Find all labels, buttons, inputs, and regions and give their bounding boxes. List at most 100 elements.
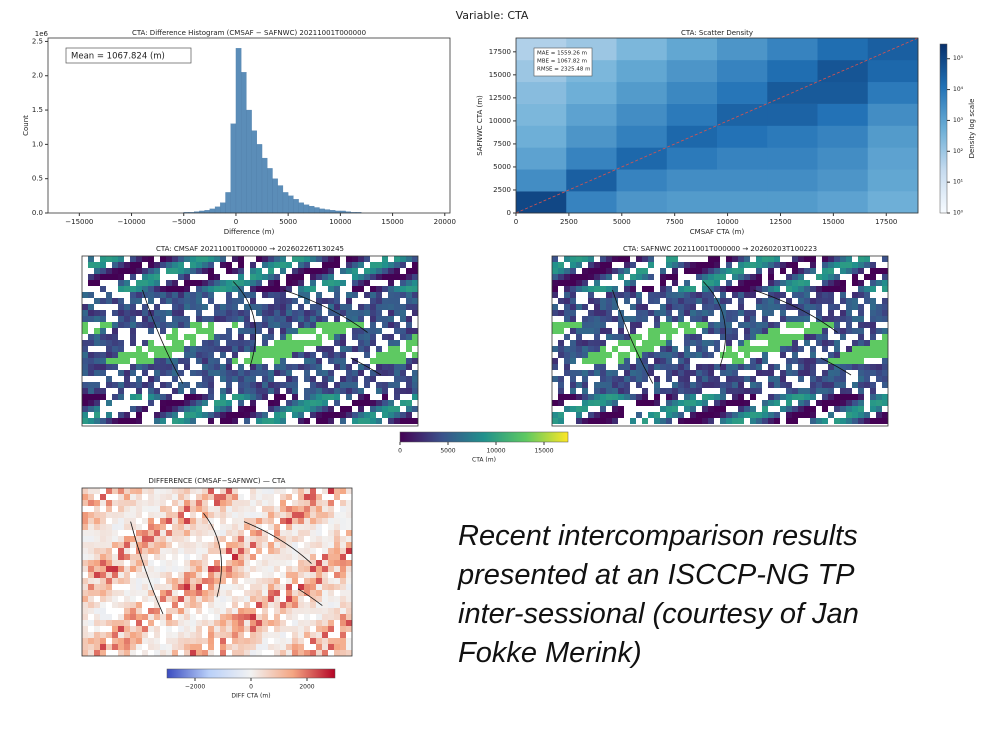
map-cell (394, 418, 400, 424)
map-cell (828, 400, 834, 406)
map-cell (834, 340, 840, 346)
bar (304, 205, 309, 213)
map-cell (82, 632, 88, 638)
map-cell (334, 530, 340, 536)
map-cell (660, 340, 666, 346)
map-cell (262, 382, 268, 388)
map-cell (328, 620, 334, 626)
map-cell (316, 524, 322, 530)
map-cell (364, 394, 370, 400)
map-cell (672, 304, 678, 310)
map-cell (82, 382, 88, 388)
map-cell (106, 500, 112, 506)
map-cell (148, 322, 154, 328)
map-cell (202, 394, 208, 400)
map-cell (124, 280, 130, 286)
map-cell (328, 554, 334, 560)
map-cell (406, 286, 412, 292)
map-cell (798, 316, 804, 322)
map-cell (184, 566, 190, 572)
map-cell (184, 346, 190, 352)
map-cell (708, 256, 714, 262)
map-cell (352, 310, 358, 316)
map-cell (262, 638, 268, 644)
map-cell (160, 364, 166, 370)
map-cell (304, 268, 310, 274)
map-cell (346, 394, 352, 400)
map-cell (220, 644, 226, 650)
map-cell (570, 406, 576, 412)
map-cell (178, 262, 184, 268)
map-cell (340, 412, 346, 418)
map-cell (118, 310, 124, 316)
map-cell (834, 400, 840, 406)
map-cell (828, 262, 834, 268)
map-cell (196, 316, 202, 322)
map-cell (858, 400, 864, 406)
map-cell (322, 298, 328, 304)
y-tick-label: 5000 (493, 163, 511, 171)
map-cell (774, 292, 780, 298)
map-cell (558, 340, 564, 346)
map-cell (262, 364, 268, 370)
map-cell (304, 530, 310, 536)
colorbar-label: CTA (m) (472, 457, 496, 464)
map-cell (388, 280, 394, 286)
map-cell (214, 412, 220, 418)
map-cell (624, 316, 630, 322)
map-cell (160, 512, 166, 518)
map-cell (112, 554, 118, 560)
map-cell (352, 286, 358, 292)
map-cell (286, 494, 292, 500)
map-cell (600, 370, 606, 376)
map-cell (322, 644, 328, 650)
map-cell (142, 638, 148, 644)
map-cell (154, 310, 160, 316)
map-cell (756, 364, 762, 370)
map-cell (328, 518, 334, 524)
map-cell (858, 286, 864, 292)
map-cell (250, 596, 256, 602)
map-cell (834, 352, 840, 358)
map-cell (636, 304, 642, 310)
map-cell (840, 376, 846, 382)
map-cell (262, 560, 268, 566)
map-cell (118, 494, 124, 500)
map-cell (834, 376, 840, 382)
map-cell (304, 578, 310, 584)
map-cell (226, 608, 232, 614)
map-cell (642, 256, 648, 262)
map-cell (118, 536, 124, 542)
map-cell (304, 584, 310, 590)
map-cell (196, 406, 202, 412)
map-cell (762, 298, 768, 304)
map-cell (666, 262, 672, 268)
map-cell (166, 596, 172, 602)
map-cell (94, 418, 100, 424)
map-cell (166, 590, 172, 596)
map-cell (840, 388, 846, 394)
map-cell (792, 406, 798, 412)
map-cell (852, 382, 858, 388)
map-cell (346, 578, 352, 584)
map-cell (184, 334, 190, 340)
map-cell (672, 370, 678, 376)
map-cell (822, 286, 828, 292)
map-cell (744, 352, 750, 358)
map-cell (600, 328, 606, 334)
map-cell (322, 548, 328, 554)
map-cell (768, 262, 774, 268)
map-cell (232, 530, 238, 536)
map-cell (298, 406, 304, 412)
map-cell (142, 584, 148, 590)
map-cell (654, 418, 660, 424)
map-cell (798, 256, 804, 262)
map-cell (762, 304, 768, 310)
map-cell (124, 352, 130, 358)
map-cell (274, 322, 280, 328)
map-cell (708, 352, 714, 358)
map-cell (154, 608, 160, 614)
map-cell (564, 334, 570, 340)
map-cell (690, 340, 696, 346)
map-cell (202, 548, 208, 554)
